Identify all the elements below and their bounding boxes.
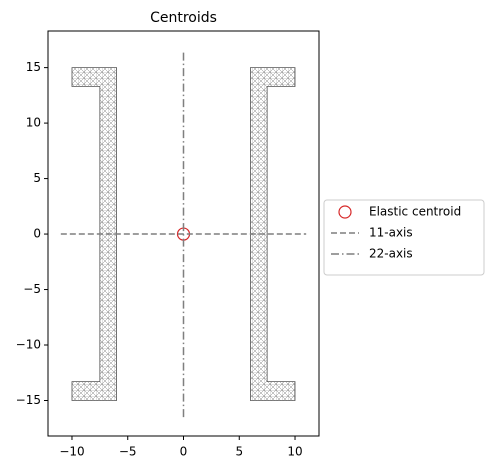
legend-label: 11-axis — [369, 226, 413, 240]
y-tick-label: 10 — [26, 116, 41, 130]
y-tick-label: −15 — [16, 393, 41, 407]
legend-marker — [338, 205, 352, 219]
y-tick-label: 0 — [33, 227, 41, 241]
legend-box — [323, 199, 485, 276]
x-tick-label: −5 — [119, 445, 137, 459]
x-tick-label: 0 — [180, 445, 188, 459]
section-geometry — [71, 67, 117, 401]
legend-label: 22-axis — [369, 247, 413, 261]
y-tick-label: −10 — [16, 338, 41, 352]
chart-title: Centroids — [150, 10, 217, 26]
x-tick-label: 10 — [287, 445, 302, 459]
section-geometry — [250, 67, 296, 401]
y-tick-label: 15 — [26, 60, 41, 74]
x-tick-label: −10 — [59, 445, 84, 459]
y-tick-label: 5 — [33, 171, 41, 185]
legend-label: Elastic centroid — [369, 205, 461, 219]
y-tick-label: −5 — [23, 282, 41, 296]
x-tick-label: 5 — [235, 445, 243, 459]
